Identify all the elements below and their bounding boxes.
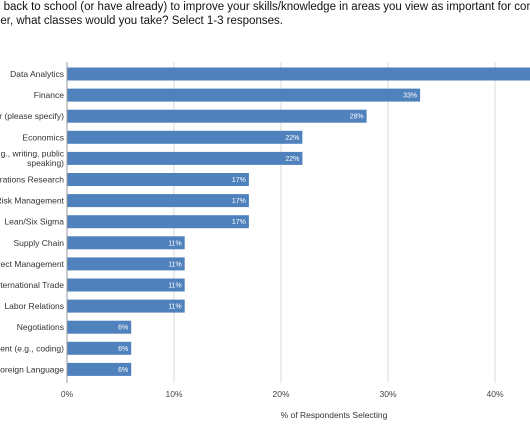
- bar-9: [67, 257, 185, 271]
- bar-14: [67, 362, 132, 376]
- category-label-4-line-1: speaking): [27, 158, 64, 168]
- x-tick-label-1: 10%: [165, 389, 182, 399]
- data-label-8: 11%: [168, 240, 182, 247]
- chart-title-line-2: der, what classes would you take? Select…: [0, 15, 283, 27]
- category-label-4-line-0: e.g., writing, public: [0, 149, 65, 159]
- bar-12: [67, 320, 132, 334]
- bar-1: [67, 88, 421, 102]
- category-label-13: ment (e.g., coding): [0, 343, 64, 353]
- bar-4: [67, 151, 303, 165]
- bar-10: [67, 278, 185, 292]
- data-label-11: 11%: [168, 304, 182, 311]
- bar-5: [67, 173, 249, 186]
- data-label-13: 6%: [118, 346, 128, 353]
- bar-8: [67, 236, 185, 250]
- data-label-10: 11%: [168, 283, 182, 290]
- category-label-6: Risk Management: [0, 196, 65, 206]
- bar-0: [67, 67, 530, 81]
- x-tick-label-0: 0%: [61, 389, 74, 399]
- bar-11: [67, 299, 185, 313]
- category-label-11: Labor Relations: [4, 301, 64, 311]
- category-label-9: oject Management: [0, 259, 65, 269]
- data-label-6: 17%: [232, 198, 246, 205]
- data-label-9: 11%: [168, 261, 182, 268]
- bar-2: [67, 109, 367, 123]
- category-label-7: Lean/Six Sigma: [4, 217, 64, 227]
- bar-7: [67, 215, 249, 229]
- data-label-14: 6%: [118, 367, 128, 374]
- category-label-14: Foreign Language: [0, 364, 64, 374]
- bar-13: [67, 341, 132, 355]
- category-label-1: Finance: [34, 90, 65, 100]
- data-label-4: 22%: [285, 156, 299, 163]
- bar-3: [67, 130, 303, 144]
- bar-6: [67, 194, 249, 208]
- x-tick-label-2: 20%: [272, 389, 289, 399]
- category-label-8: Supply Chain: [13, 238, 64, 248]
- chart-title-line-1: o back to school (or have already) to im…: [0, 1, 530, 13]
- data-label-1: 33%: [403, 93, 417, 100]
- data-label-3: 22%: [285, 135, 299, 142]
- category-label-5: erations Research: [0, 175, 64, 185]
- chart-title: o back to school (or have already) to im…: [0, 0, 530, 48]
- x-tick-label-3: 30%: [379, 389, 396, 399]
- x-tick-label-4: 40%: [486, 389, 503, 399]
- category-label-10: nternational Trade: [0, 280, 64, 290]
- data-label-12: 6%: [118, 325, 128, 332]
- data-label-2: 28%: [350, 114, 364, 121]
- category-label-12: Negotiations: [17, 322, 64, 332]
- data-label-5: 17%: [232, 177, 246, 184]
- category-label-0: Data Analytics: [10, 69, 64, 79]
- category-label-2: er (please specify): [0, 111, 64, 121]
- data-label-7: 17%: [232, 219, 246, 226]
- x-axis-label: % of Respondents Selecting: [281, 410, 388, 420]
- category-label-3: Economics: [22, 132, 64, 142]
